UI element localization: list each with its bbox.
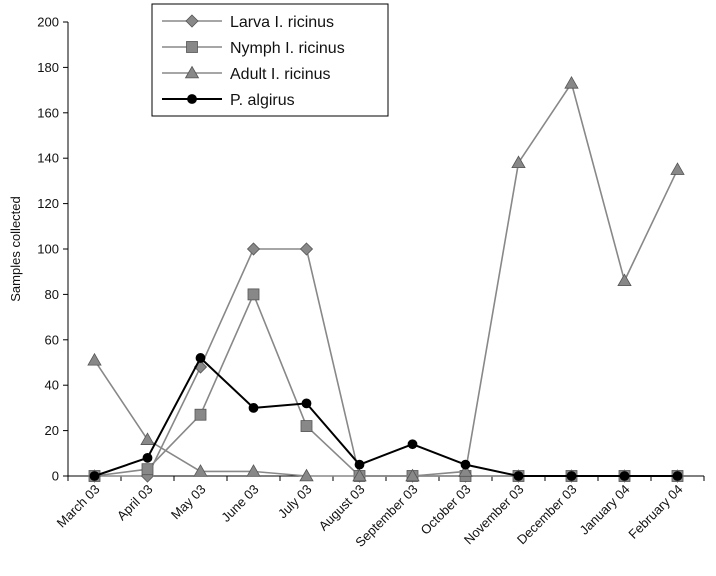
series-line [94,248,678,477]
x-tick-label: January 04 [577,482,633,538]
y-tick-label: 200 [37,15,59,30]
legend-label: Nymph I. ricinus [230,40,345,57]
x-tick-label: March 03 [54,482,103,531]
data-point [246,464,261,477]
y-tick-label: 180 [37,60,59,75]
legend-item: Nymph I. ricinus [162,40,345,57]
data-point [140,432,155,445]
series-4 [89,353,683,481]
legend-marker [184,65,200,79]
data-point [670,162,685,175]
x-tick-label: August 03 [316,482,368,534]
data-point [87,352,102,366]
y-tick-label: 80 [45,287,59,302]
legend-item: Larva I. ricinus [162,14,334,31]
data-point [354,459,365,470]
x-tick-label: April 03 [114,482,156,524]
x-tick-label: October 03 [418,482,474,538]
data-point [141,463,154,476]
data-point [301,398,312,409]
data-point [352,468,367,482]
data-point [299,468,314,482]
y-tick-label: 120 [37,196,59,211]
series-1 [87,242,685,483]
y-tick-label: 100 [37,242,59,257]
series-line [94,292,678,477]
data-point [246,242,261,256]
legend: Larva I. ricinus Nymph I. ricinus Adult I.… [151,3,389,117]
data-point [513,471,524,481]
legend-marker [187,94,197,104]
x-tick-label: February 04 [625,482,685,542]
legend-item: P. algirus [162,92,295,109]
series-layer [87,75,685,483]
data-point [458,464,473,477]
data-point [300,420,313,432]
data-point [299,242,314,256]
data-point [460,459,471,470]
y-tick-label: 40 [45,378,59,393]
data-point [407,439,418,450]
data-point [247,288,260,301]
legend-marker [185,14,199,28]
data-point [564,75,579,89]
y-tick-label: 140 [37,151,59,166]
y-tick-label: 20 [45,423,59,438]
series-2 [88,288,684,482]
data-point [672,471,683,481]
data-point [566,471,577,481]
data-point [194,408,207,421]
y-tick-label: 0 [52,469,59,484]
y-tick-label: 160 [37,105,59,120]
x-tick-label: May 03 [168,482,209,523]
legend-item: Adult I. ricinus [162,65,330,83]
y-axis-title: Samples collected [8,196,23,302]
data-point [248,402,259,413]
legend-label: Larva I. ricinus [230,14,334,31]
data-point [89,471,100,481]
x-tick-label: July 03 [275,482,315,522]
x-tick-label: June 03 [218,482,261,525]
data-point [405,468,420,482]
legend-label: Adult I. ricinus [230,66,330,83]
x-axis: March 03 April 03 May 03 June 03 July 03 Augu… [54,475,705,550]
data-point [195,353,206,363]
y-tick-label: 60 [45,332,59,347]
series-line [93,81,679,477]
data-point [619,471,630,481]
legend-label: P. algirus [230,92,295,109]
series-line [94,356,678,477]
y-axis: 0 20 40 60 80 100 120 140 160 180 200 [37,15,69,484]
data-point [193,464,208,477]
series-3 [87,75,685,482]
data-point [511,155,526,169]
data-point [617,273,632,287]
legend-marker [186,41,198,53]
data-point [142,452,153,463]
